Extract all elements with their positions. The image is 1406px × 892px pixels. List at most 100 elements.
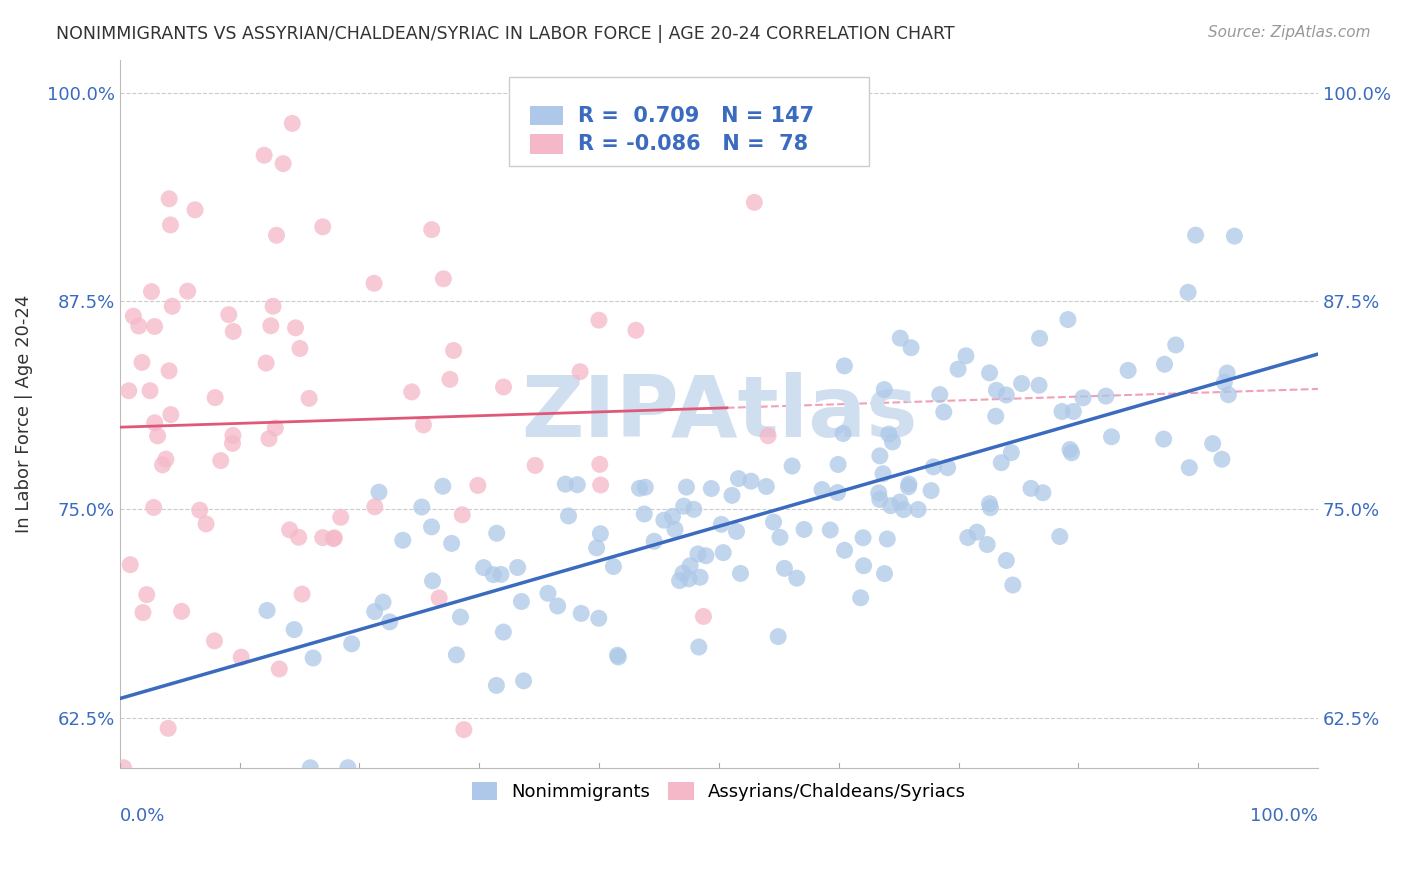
Point: [979, 497, 1001, 511]
Point: [184, 202, 207, 217]
Point: [266, 228, 288, 243]
Point: [204, 391, 226, 405]
Point: [195, 516, 218, 531]
Point: [711, 546, 734, 560]
Point: [537, 586, 560, 600]
Legend: Nonimmigrants, Assyrians/Chaldeans/Syriacs: Nonimmigrants, Assyrians/Chaldeans/Syria…: [464, 775, 973, 808]
Point: [727, 472, 749, 486]
FancyBboxPatch shape: [530, 105, 564, 126]
Point: [1071, 391, 1094, 405]
Point: [451, 508, 474, 522]
Point: [633, 507, 655, 521]
Point: [986, 384, 1008, 398]
Text: 0.0%: 0.0%: [120, 806, 165, 824]
Point: [152, 458, 174, 472]
Point: [907, 502, 929, 516]
Point: [889, 495, 911, 509]
Point: [589, 458, 612, 472]
Point: [222, 325, 245, 339]
Point: [1095, 389, 1118, 403]
Point: [786, 571, 808, 585]
Point: [852, 558, 875, 573]
Point: [557, 508, 579, 523]
Point: [710, 517, 733, 532]
Point: [755, 479, 778, 493]
Point: [299, 761, 322, 775]
Point: [157, 722, 180, 736]
Point: [955, 349, 977, 363]
Point: [1213, 376, 1236, 390]
Point: [312, 219, 335, 234]
Point: [876, 532, 898, 546]
Point: [204, 633, 226, 648]
Point: [1177, 285, 1199, 300]
Point: [882, 434, 904, 449]
Point: [271, 156, 294, 170]
Point: [157, 364, 180, 378]
Point: [589, 478, 612, 492]
Point: [492, 625, 515, 640]
Point: [323, 531, 346, 545]
Point: [744, 195, 766, 210]
Point: [143, 319, 166, 334]
Text: R = -0.086   N =  78: R = -0.086 N = 78: [578, 134, 807, 153]
Point: [832, 426, 855, 441]
Point: [834, 543, 856, 558]
Point: [131, 355, 153, 369]
Point: [956, 531, 979, 545]
Point: [1223, 229, 1246, 244]
Point: [700, 482, 723, 496]
Point: [877, 427, 900, 442]
Point: [450, 610, 472, 624]
Point: [1153, 357, 1175, 371]
Point: [412, 417, 434, 432]
Point: [976, 537, 998, 551]
Point: [1032, 485, 1054, 500]
Point: [135, 588, 157, 602]
Point: [422, 574, 444, 588]
Point: [834, 359, 856, 373]
Point: [1019, 481, 1042, 495]
Point: [868, 486, 890, 500]
Point: [920, 483, 942, 498]
Point: [288, 342, 311, 356]
Point: [371, 595, 394, 609]
Point: [378, 615, 401, 629]
Point: [364, 500, 387, 514]
Point: [264, 421, 287, 435]
Point: [427, 591, 450, 605]
Text: 100.0%: 100.0%: [1250, 806, 1319, 824]
Point: [873, 566, 896, 581]
Point: [467, 478, 489, 492]
Point: [112, 761, 135, 775]
Point: [675, 480, 697, 494]
Point: [661, 509, 683, 524]
Y-axis label: In Labor Force | Age 20-24: In Labor Force | Age 20-24: [15, 294, 32, 533]
Point: [340, 637, 363, 651]
Point: [440, 536, 463, 550]
Point: [725, 524, 748, 539]
Point: [363, 277, 385, 291]
FancyBboxPatch shape: [509, 78, 869, 166]
Point: [122, 309, 145, 323]
Point: [132, 606, 155, 620]
Point: [889, 331, 911, 345]
Point: [897, 477, 920, 491]
Point: [730, 566, 752, 581]
Point: [567, 477, 589, 491]
Point: [624, 323, 647, 337]
Point: [928, 387, 950, 401]
Point: [287, 530, 309, 544]
Point: [329, 510, 352, 524]
Point: [311, 531, 333, 545]
Point: [1153, 432, 1175, 446]
Point: [766, 630, 789, 644]
Point: [298, 392, 321, 406]
Point: [524, 458, 547, 473]
Point: [256, 603, 278, 617]
Point: [554, 477, 576, 491]
Point: [589, 526, 612, 541]
Point: [689, 570, 711, 584]
Point: [1116, 363, 1139, 377]
Point: [260, 318, 283, 333]
